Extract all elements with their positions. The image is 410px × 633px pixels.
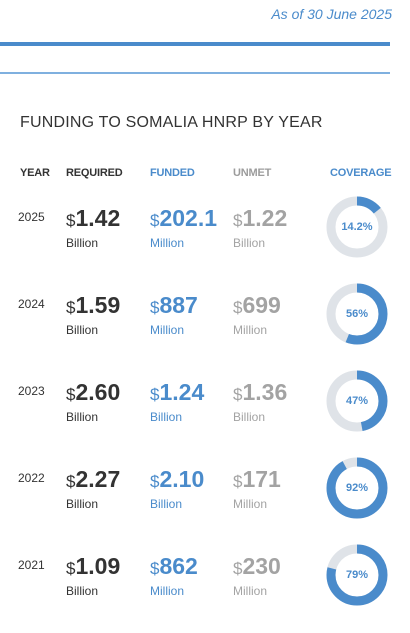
header-divider-thin xyxy=(0,72,390,74)
required-cell: $1.42 Billion xyxy=(66,205,120,251)
currency-symbol: $ xyxy=(66,472,76,491)
unmet-amount: 1.36 xyxy=(242,379,288,405)
coverage-percent: 47% xyxy=(345,395,369,407)
currency-symbol: $ xyxy=(66,559,76,578)
donut-fill xyxy=(326,283,388,345)
donut-fill xyxy=(326,370,388,432)
funded-amount: 202.1 xyxy=(159,205,218,231)
row-year: 2025 xyxy=(18,210,45,224)
unmet-amount: 1.22 xyxy=(242,205,288,231)
unmet-unit: Million xyxy=(233,497,268,511)
currency-symbol: $ xyxy=(233,211,243,230)
required-cell: $2.27 Billion xyxy=(66,466,120,512)
funding-row-2024: 2024 $1.59 Billion $887 Million $699 Mil… xyxy=(0,283,410,372)
row-year: 2024 xyxy=(18,297,45,311)
funding-row-2022: 2022 $2.27 Billion $2.10 Billion $171 Mi… xyxy=(0,457,410,546)
funded-unit: Million xyxy=(150,323,185,337)
funded-cell: $862 Million xyxy=(150,553,198,599)
currency-symbol: $ xyxy=(66,298,76,317)
currency-symbol: $ xyxy=(233,298,243,317)
donut-fill xyxy=(326,196,388,258)
row-year: 2022 xyxy=(18,471,45,485)
funded-unit: Million xyxy=(150,584,185,598)
column-header-coverage: COVERAGE xyxy=(330,167,392,179)
currency-symbol: $ xyxy=(233,385,243,404)
required-cell: $2.60 Billion xyxy=(66,379,120,425)
required-amount: 2.60 xyxy=(75,379,121,405)
funded-cell: $2.10 Billion xyxy=(150,466,204,512)
as-of-date: As of 30 June 2025 xyxy=(271,6,392,22)
column-header-required: REQUIRED xyxy=(66,167,123,179)
funding-row-2023: 2023 $2.60 Billion $1.24 Billion $1.36 B… xyxy=(0,370,410,459)
section-title: FUNDING TO SOMALIA HNRP BY YEAR xyxy=(20,114,323,131)
funded-cell: $1.24 Billion xyxy=(150,379,204,425)
coverage-percent: 14.2% xyxy=(341,221,373,233)
header-divider-thick xyxy=(0,42,390,46)
column-header-funded: FUNDED xyxy=(150,167,195,179)
funded-cell: $202.1 Million xyxy=(150,205,217,251)
required-unit: Billion xyxy=(66,236,99,250)
funding-row-2021: 2021 $1.09 Billion $862 Million $230 Mil… xyxy=(0,544,410,633)
currency-symbol: $ xyxy=(66,211,76,230)
funded-amount: 2.10 xyxy=(159,466,205,492)
unmet-cell: $699 Million xyxy=(233,292,281,338)
unmet-unit: Million xyxy=(233,584,268,598)
funded-amount: 887 xyxy=(159,292,198,318)
funded-unit: Million xyxy=(150,236,185,250)
column-header-unmet: UNMET xyxy=(233,167,272,179)
required-amount: 2.27 xyxy=(75,466,121,492)
column-header-year: YEAR xyxy=(20,167,50,179)
required-cell: $1.09 Billion xyxy=(66,553,120,599)
required-unit: Billion xyxy=(66,584,99,598)
donut-fill xyxy=(326,457,388,519)
unmet-unit: Million xyxy=(233,323,268,337)
unmet-amount: 171 xyxy=(242,466,281,492)
coverage-donut: 47% xyxy=(325,369,389,433)
currency-symbol: $ xyxy=(66,385,76,404)
required-amount: 1.42 xyxy=(75,205,121,231)
coverage-donut: 56% xyxy=(325,282,389,346)
coverage-donut: 79% xyxy=(325,543,389,607)
required-unit: Billion xyxy=(66,410,99,424)
currency-symbol: $ xyxy=(233,472,243,491)
unmet-unit: Billion xyxy=(233,410,266,424)
funded-unit: Billion xyxy=(150,410,183,424)
funded-unit: Billion xyxy=(150,497,183,511)
unmet-cell: $171 Million xyxy=(233,466,281,512)
unmet-cell: $1.22 Billion xyxy=(233,205,287,251)
currency-symbol: $ xyxy=(150,211,160,230)
currency-symbol: $ xyxy=(150,298,160,317)
unmet-unit: Billion xyxy=(233,236,266,250)
coverage-percent: 92% xyxy=(345,482,369,494)
unmet-cell: $230 Million xyxy=(233,553,281,599)
row-year: 2023 xyxy=(18,384,45,398)
unmet-amount: 230 xyxy=(242,553,281,579)
funded-amount: 862 xyxy=(159,553,198,579)
unmet-cell: $1.36 Billion xyxy=(233,379,287,425)
currency-symbol: $ xyxy=(150,472,160,491)
required-unit: Billion xyxy=(66,497,99,511)
coverage-percent: 56% xyxy=(345,308,369,320)
coverage-donut: 92% xyxy=(325,456,389,520)
coverage-donut: 14.2% xyxy=(325,195,389,259)
required-unit: Billion xyxy=(66,323,99,337)
required-amount: 1.59 xyxy=(75,292,121,318)
donut-fill xyxy=(326,544,388,606)
currency-symbol: $ xyxy=(150,559,160,578)
funded-amount: 1.24 xyxy=(159,379,205,405)
funded-cell: $887 Million xyxy=(150,292,198,338)
unmet-amount: 699 xyxy=(242,292,281,318)
currency-symbol: $ xyxy=(150,385,160,404)
currency-symbol: $ xyxy=(233,559,243,578)
required-amount: 1.09 xyxy=(75,553,121,579)
funding-row-2025: 2025 $1.42 Billion $202.1 Million $1.22 … xyxy=(0,196,410,285)
row-year: 2021 xyxy=(18,558,45,572)
coverage-percent: 79% xyxy=(345,569,369,581)
required-cell: $1.59 Billion xyxy=(66,292,120,338)
